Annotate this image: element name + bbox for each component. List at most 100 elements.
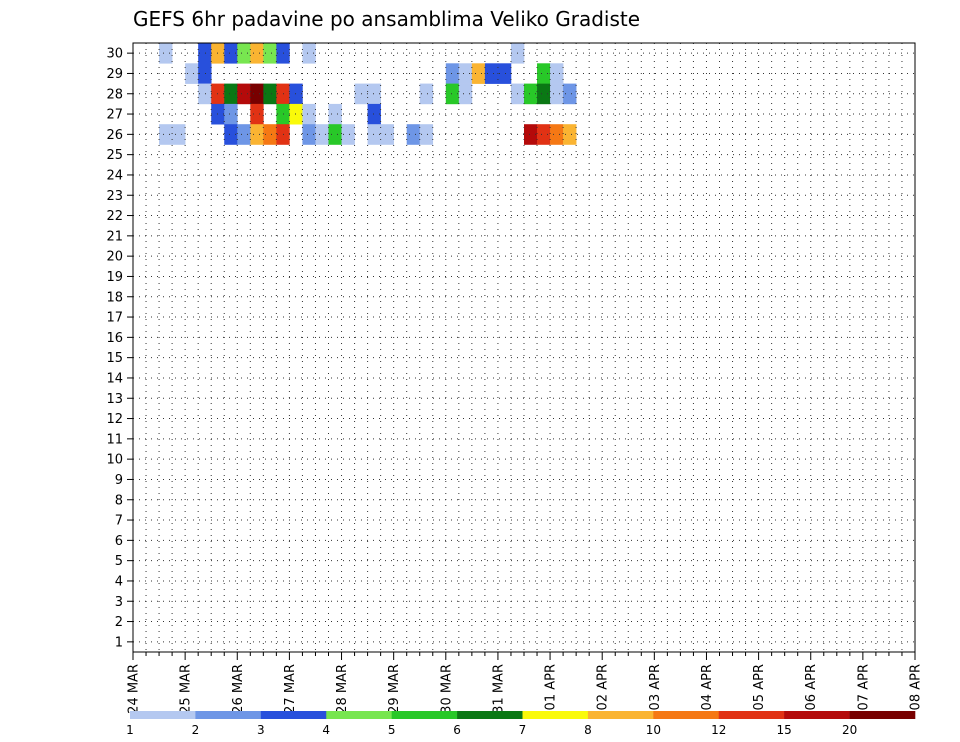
heatmap-cell [328, 124, 342, 145]
colorbar-label: 15 [777, 723, 792, 737]
heatmap-cell [159, 43, 173, 64]
y-axis: 1234567891011121314151617181920212223242… [106, 47, 133, 650]
colorbar-label: 3 [257, 723, 265, 737]
colorbar-segment [587, 711, 654, 719]
heatmap-cell [224, 83, 238, 105]
y-tick-label: 12 [106, 412, 123, 427]
heatmap-cell [367, 83, 381, 105]
heatmap-cell [224, 43, 238, 64]
colorbar-label: 8 [584, 723, 592, 737]
heatmap-cell [550, 63, 564, 84]
heatmap-cell [537, 63, 551, 84]
y-tick-label: 25 [106, 148, 123, 163]
x-tick-label: 25 MAR [179, 664, 194, 714]
heatmap-cell [550, 83, 564, 105]
colorbar-label: 10 [646, 723, 661, 737]
x-tick-label: 24 MAR [127, 664, 142, 714]
heatmap-cell [172, 124, 186, 145]
colorbar-segment [718, 711, 785, 719]
heatmap-cell [198, 83, 212, 105]
y-tick-label: 10 [106, 453, 123, 468]
colorbar-segment [784, 711, 850, 719]
y-tick-label: 28 [106, 87, 123, 102]
y-tick-label: 13 [106, 392, 123, 407]
y-tick-label: 23 [106, 189, 123, 204]
colorbar: 1 2 3 4 5 6 7 8 10 12 15 20 [126, 711, 916, 737]
heatmap-cell [159, 124, 173, 145]
x-tick-label: 04 APR [700, 664, 715, 710]
y-tick-label: 7 [115, 514, 123, 529]
x-axis: 24 MAR 25 MAR 26 MAR 27 MAR 28 MAR 29 MAR 30 M… [127, 652, 924, 714]
x-tick-label: 03 APR [648, 664, 663, 710]
y-tick-label: 27 [106, 108, 123, 123]
heatmap-cell [367, 103, 381, 125]
heatmap-cell [302, 103, 316, 125]
x-tick-label: 06 APR [804, 664, 819, 710]
x-tick-label: 27 MAR [283, 664, 298, 714]
heatmap-cell [445, 83, 460, 105]
y-tick-label: 16 [106, 331, 123, 346]
heatmap-cell [250, 124, 264, 145]
heatmap-cell [250, 103, 264, 125]
heatmap-cell [250, 43, 264, 64]
x-tick-label: 31 MAR [491, 664, 506, 714]
heatmap-cell [406, 124, 421, 145]
y-tick-label: 18 [106, 290, 123, 305]
y-tick-label: 6 [115, 534, 123, 549]
y-tick-label: 15 [106, 351, 123, 366]
heatmap-cell [471, 63, 486, 84]
heatmap-cell [198, 63, 212, 84]
heatmap-cell [367, 124, 381, 145]
y-tick-label: 8 [115, 493, 123, 508]
chart-title: GEFS 6hr padavine po ansamblima Veliko G… [133, 7, 640, 31]
colorbar-segment [260, 711, 327, 719]
y-tick-label: 22 [106, 209, 123, 224]
x-tick-label: 05 APR [752, 664, 767, 710]
heatmap-cell [563, 124, 577, 145]
heatmap-cell [263, 43, 277, 64]
colorbar-label: 7 [519, 723, 527, 737]
colorbar-label: 5 [388, 723, 396, 737]
heatmap-cell [563, 83, 577, 105]
y-tick-label: 30 [106, 47, 123, 62]
y-tick-label: 14 [106, 371, 123, 386]
colorbar-label: 6 [453, 723, 461, 737]
heatmap-cell [289, 103, 303, 125]
x-tick-label: 07 APR [856, 664, 871, 710]
heatmap-cell [419, 83, 434, 105]
x-tick-label: 02 APR [596, 664, 611, 710]
colorbar-segment [457, 711, 523, 719]
y-tick-label: 9 [115, 473, 123, 488]
x-tick-label: 01 APR [544, 664, 559, 710]
heatmap-cell [524, 124, 538, 145]
colorbar-segment [326, 711, 392, 719]
heatmap-cell [341, 124, 355, 145]
y-tick-label: 5 [115, 554, 123, 569]
heatmap-cell [445, 63, 460, 84]
colorbar-segment [653, 711, 720, 719]
y-tick-label: 24 [106, 168, 123, 183]
heatmap-cell [537, 124, 551, 145]
y-tick-label: 26 [106, 128, 123, 143]
x-tick-label: 26 MAR [231, 664, 246, 714]
colorbar-label: 2 [192, 723, 200, 737]
x-tick-label: 08 APR [909, 664, 924, 710]
y-tick-label: 4 [115, 574, 123, 589]
heatmap-cell [250, 83, 264, 105]
heatmap-cell [537, 83, 551, 105]
heatmap-cell [185, 63, 199, 84]
heatmap-cell [524, 83, 538, 105]
heatmap-cell [497, 63, 512, 84]
heatmap-cell [198, 43, 212, 64]
x-tick-label: 30 MAR [439, 664, 454, 714]
x-tick-label: 28 MAR [335, 664, 350, 714]
heatmap-cell [263, 124, 277, 145]
heatmap-cell [419, 124, 434, 145]
y-tick-label: 1 [115, 635, 123, 650]
colorbar-label: 20 [842, 723, 857, 737]
heatmap-cell [237, 83, 251, 105]
heatmap-cell [302, 43, 316, 64]
y-tick-label: 21 [106, 229, 123, 244]
heatmap-cell [224, 124, 238, 145]
